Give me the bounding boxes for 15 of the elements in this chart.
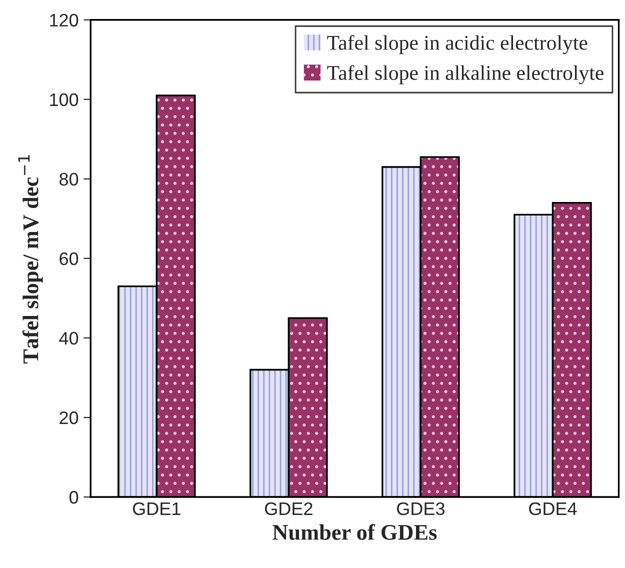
x-tick-label: GDE1	[132, 502, 180, 516]
y-tick-label: 80	[60, 172, 78, 186]
y-tick-label: 40	[59, 332, 78, 345]
x-axis-title: Number of GDEs	[272, 524, 437, 540]
y-tick-label: 100	[50, 93, 78, 106]
y-tick-label: 0	[69, 490, 78, 504]
y-tick-label: 120	[50, 14, 78, 27]
legend-label: Tafel slope in alkaline electrolyte	[327, 65, 604, 84]
legend-label: Tafel slope in acidic electrolyte	[327, 35, 588, 54]
y-tick-label: 60	[60, 252, 78, 266]
x-tick-label: GDE3	[397, 502, 444, 516]
y-tick-label: 20	[60, 411, 78, 424]
x-tick-label: GDE2	[264, 502, 312, 516]
y-axis-title: Tafel slope/ mV dec$^{−1}$	[18, 155, 43, 364]
x-tick-label: GDE4	[529, 502, 577, 516]
